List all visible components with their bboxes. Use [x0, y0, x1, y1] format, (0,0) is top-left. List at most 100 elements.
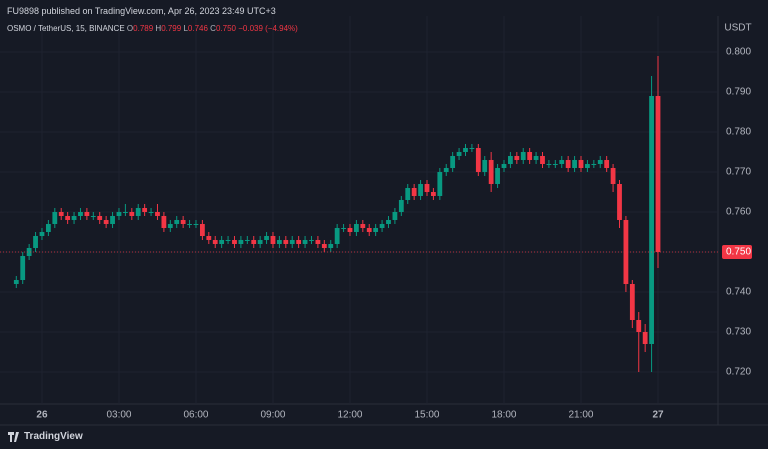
- candle-body: [360, 224, 366, 228]
- candle-body: [597, 160, 603, 164]
- candle-body: [431, 192, 436, 196]
- candle-body: [199, 224, 205, 236]
- candle-body: [97, 216, 103, 220]
- candle-body: [180, 220, 186, 224]
- candle-body: [520, 152, 526, 160]
- candle-body: [450, 156, 456, 168]
- candle-body: [341, 228, 346, 229]
- legend: OSMO / TetherUS, 15, BINANCE O0.789 H0.7…: [7, 24, 298, 33]
- ohlc-key: C: [210, 24, 216, 33]
- candle-body: [334, 228, 340, 244]
- x-tick-label: 21:00: [568, 410, 593, 421]
- candle-body: [321, 244, 327, 248]
- candle-body: [155, 212, 160, 216]
- candle-body: [257, 240, 263, 244]
- candle-body: [437, 172, 443, 196]
- candle-body: [283, 240, 289, 244]
- candle-body: [65, 216, 71, 220]
- candle-body: [103, 220, 109, 224]
- candle-body: [116, 212, 122, 216]
- candle-body: [514, 156, 520, 160]
- candle-body: [392, 212, 398, 220]
- candle-body: [289, 240, 295, 244]
- candle-body: [488, 160, 494, 184]
- candle-body: [629, 284, 635, 320]
- candle-body: [443, 168, 449, 172]
- ohlc-values: O0.789 H0.799 L0.746 C0.750: [127, 24, 238, 33]
- candle-body: [110, 216, 115, 224]
- candle-body: [45, 224, 51, 232]
- candle-body: [206, 236, 212, 240]
- candle-body: [475, 148, 481, 172]
- candle-body: [52, 212, 58, 224]
- candle-body: [225, 240, 231, 241]
- candle-body: [411, 188, 417, 196]
- candle-body: [655, 96, 661, 252]
- candle-body: [469, 148, 475, 149]
- y-tick-label: 0.720: [726, 367, 751, 378]
- candle-body: [148, 212, 154, 213]
- ohlc-key: O: [126, 24, 134, 33]
- candle-body: [617, 184, 622, 220]
- candle-body: [238, 240, 244, 244]
- x-tick-label: 06:00: [183, 410, 208, 421]
- candle-body: [244, 240, 250, 241]
- y-tick-label: 0.770: [726, 167, 751, 178]
- ohlc-key: H: [155, 24, 162, 33]
- candle-body: [379, 224, 385, 228]
- candle-body: [167, 224, 173, 228]
- candle-body: [572, 160, 577, 168]
- candle-body: [13, 280, 19, 284]
- candle-body: [232, 240, 237, 244]
- ohlc-value: 0.750: [215, 24, 236, 33]
- candle-body: [540, 156, 545, 164]
- candle-body: [302, 240, 308, 244]
- candle-body: [623, 220, 629, 284]
- y-tick-label: 0.730: [726, 327, 751, 338]
- x-tick-label: 09:00: [260, 410, 285, 421]
- y-tick-label: 0.780: [726, 127, 751, 138]
- ohlc-key: L: [183, 24, 188, 33]
- candle-body: [373, 228, 379, 232]
- candle-body: [418, 184, 423, 196]
- x-tick-label: 26: [36, 410, 48, 421]
- candle-body: [546, 164, 552, 165]
- y-tick-label: 0.760: [726, 207, 751, 218]
- y-tick-label: 0.790: [726, 87, 751, 98]
- candle-body: [456, 152, 462, 156]
- candle-body: [591, 164, 597, 165]
- candle-body: [219, 240, 225, 244]
- candle-body: [610, 168, 616, 184]
- publish-info: FU9898 published on TradingView.com, Apr…: [7, 6, 276, 16]
- candle-body: [193, 224, 199, 225]
- candle-body: [276, 240, 282, 244]
- candle-body: [270, 236, 276, 244]
- candle-body: [585, 164, 590, 168]
- candle-body: [78, 212, 83, 216]
- x-tick-label: 18:00: [491, 410, 516, 421]
- candle-body: [354, 224, 359, 232]
- x-tick-label: 12:00: [337, 410, 362, 421]
- candle-body: [559, 160, 565, 164]
- candle-body: [565, 160, 571, 168]
- brand: TradingView: [24, 431, 83, 442]
- candle-body: [84, 212, 90, 216]
- x-tick-label: 03:00: [106, 410, 131, 421]
- candle-body: [501, 164, 507, 168]
- logo-icon: [8, 432, 19, 442]
- candle-body: [129, 212, 135, 216]
- candle-body: [366, 228, 372, 232]
- y-tick-label: 0.740: [726, 287, 751, 298]
- candle-body: [552, 164, 558, 165]
- candle-body: [71, 216, 77, 220]
- candle-body: [405, 188, 411, 200]
- candle-body: [424, 184, 430, 192]
- candle-body: [39, 232, 45, 236]
- candle-body: [386, 220, 391, 224]
- candle-body: [26, 248, 32, 256]
- candle-body: [58, 212, 64, 216]
- candle-body: [328, 244, 334, 248]
- candle-body: [508, 156, 513, 164]
- symbol: OSMO / TetherUS, 15, BINANCE: [7, 24, 125, 33]
